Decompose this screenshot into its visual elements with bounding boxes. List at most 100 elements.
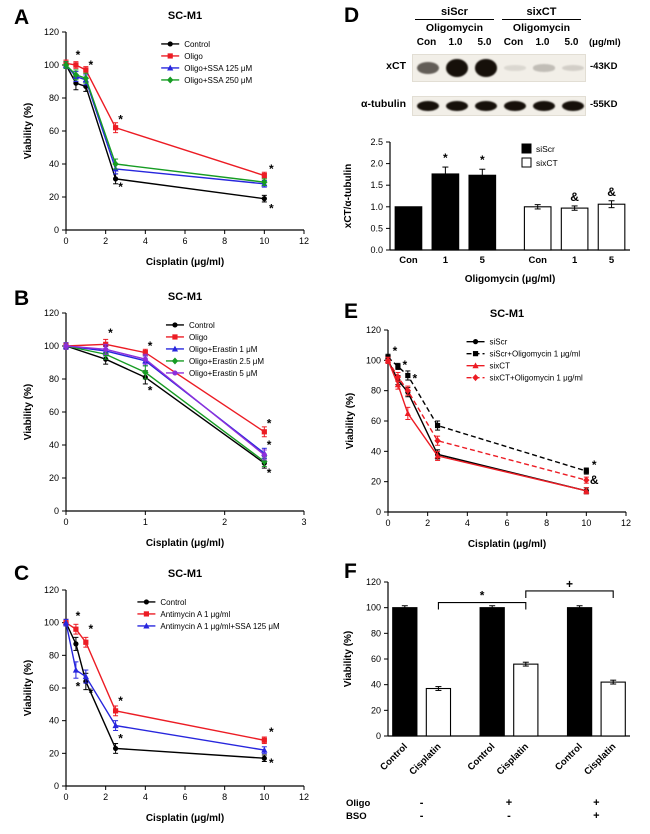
panel-D: D siScr Oligomycin sixCT Oligomycin Con 1.0 5.… (326, 0, 650, 296)
chart-title: SC-M1 (168, 568, 202, 580)
protein-band (474, 59, 497, 77)
marker-triangle (167, 64, 174, 71)
marker-square (73, 62, 79, 68)
treatment-value: + (593, 797, 599, 809)
marker-diamond (142, 368, 149, 376)
treatment-value: + (593, 810, 599, 822)
marker-circle (112, 745, 119, 752)
marker-circle (103, 346, 109, 352)
protein-band (445, 101, 468, 111)
treatment-row-label: BSO (346, 811, 367, 822)
panel-D-label: D (344, 4, 360, 27)
marker-square (261, 429, 267, 435)
y-tick-label: 20 (49, 748, 59, 758)
protein-band (416, 61, 439, 75)
y-tick-label: 20 (49, 473, 59, 483)
blot-lane-label: 1.0 (448, 37, 463, 48)
viability-line-chart-C: 0 20 40 60 80 100 120 Viability (%) SC-M1 0 2 4 6 8 10… (23, 568, 309, 824)
chart-title: SC-M1 (490, 308, 524, 320)
bar-1 (431, 173, 460, 251)
y-tick-label: 40 (49, 159, 59, 169)
x-tick-label: 4 (465, 518, 470, 528)
marker-circle (143, 599, 149, 605)
y-tick-label: 120 (44, 27, 59, 37)
sig-mark: + (566, 577, 573, 591)
marker-square (143, 611, 149, 617)
x-tick-label: 10 (259, 236, 269, 246)
chart-title: SC-M1 (168, 10, 202, 22)
bar-con (523, 206, 552, 251)
marker-diamond (404, 387, 412, 395)
y-tick-label: 120 (44, 308, 59, 318)
y-tick-label: 1.5 (370, 180, 383, 190)
x-tick-label: 0 (63, 236, 68, 246)
bar-cisplatin (600, 681, 626, 737)
treatment-value: - (507, 810, 511, 822)
bar-control (566, 607, 593, 737)
blot-row-label: α-tubulin (361, 98, 406, 110)
bar-tick-label: Cisplatin (407, 741, 443, 777)
x-axis-label: Cisplatin (μg/ml) (146, 538, 224, 549)
x-tick-label: 2 (103, 236, 108, 246)
marker-square (472, 351, 479, 357)
sig-mark: & (607, 185, 616, 199)
y-tick-label: 20 (49, 192, 59, 202)
blot-treatment-label: Oligomycin (512, 22, 571, 34)
protein-band (416, 101, 439, 111)
y-axis-label: Viability (%) (23, 660, 34, 717)
x-tick-label: 6 (504, 518, 509, 528)
series-line-2 (65, 622, 265, 751)
panel-F-label: F (344, 560, 357, 583)
marker-square (405, 372, 411, 379)
x-axis-label: Oligomycin (μg/ml) (465, 274, 556, 285)
x-axis-label: Cisplatin (μg/ml) (468, 539, 546, 550)
marker-diamond (384, 356, 392, 364)
x-tick-label: 10 (581, 518, 591, 528)
panel-A: A 0 20 40 60 80 100 120 Viability (%) SC-M1 0 2 4 6 8… (4, 0, 326, 280)
sig-annotation: * (269, 725, 274, 739)
legend-swatch-siScr (521, 143, 532, 154)
legend-label: Control (160, 598, 186, 607)
sig-mark: * (480, 589, 485, 603)
treatment-row-label: Oligo (346, 798, 370, 809)
marker-square (583, 468, 589, 474)
marker-square (167, 53, 173, 59)
sig-annotation: * (76, 48, 81, 62)
legend-label: sixCT (536, 158, 558, 168)
blot-marker-label: -43KD (590, 61, 618, 72)
sig-mark: * (443, 151, 448, 165)
y-tick-label: 0 (376, 507, 381, 517)
sig-annotation: & (590, 473, 599, 487)
panel-E-label: E (344, 300, 359, 323)
sig-annotation: * (269, 202, 274, 216)
x-tick-label: 0 (63, 792, 68, 802)
viability-line-chart-A: 0 20 40 60 80 100 120 Viability (%) SC-M1 0 2 4 6 8 10… (23, 10, 309, 268)
marker-square (142, 350, 148, 356)
x-tick-label: 8 (544, 518, 549, 528)
x-tick-label: 12 (299, 236, 309, 246)
chart-title: SC-M1 (168, 291, 202, 303)
sig-annotation: * (118, 694, 123, 708)
legend-label: siScr (490, 338, 508, 347)
legend-label: Control (189, 321, 215, 330)
marker-square (83, 639, 89, 645)
sig-annotation: * (393, 344, 398, 358)
legend-label: Oligo (184, 52, 203, 61)
panel-A-label: A (14, 6, 30, 29)
y-tick-label: 40 (49, 716, 59, 726)
marker-circle (73, 641, 79, 647)
protein-band (445, 59, 468, 77)
x-tick-label: 6 (182, 236, 187, 246)
marker-square (395, 363, 401, 369)
y-tick-label: 60 (371, 416, 381, 426)
marker-square (83, 67, 89, 73)
marker-circle (142, 356, 148, 362)
y-tick-label: 100 (366, 603, 381, 613)
marker-circle (63, 343, 69, 349)
marker-triangle (62, 619, 70, 626)
bar-tick-label: Cisplatin (495, 741, 531, 777)
x-axis-label: Cisplatin (μg/ml) (146, 813, 224, 824)
viability-line-chart-B: 0 20 40 60 80 100 120 Viability (%) SC-M1 0 1 2 3 Cis… (23, 291, 307, 549)
blot-lane-label: Con (503, 37, 524, 48)
x-tick-label: 8 (222, 792, 227, 802)
